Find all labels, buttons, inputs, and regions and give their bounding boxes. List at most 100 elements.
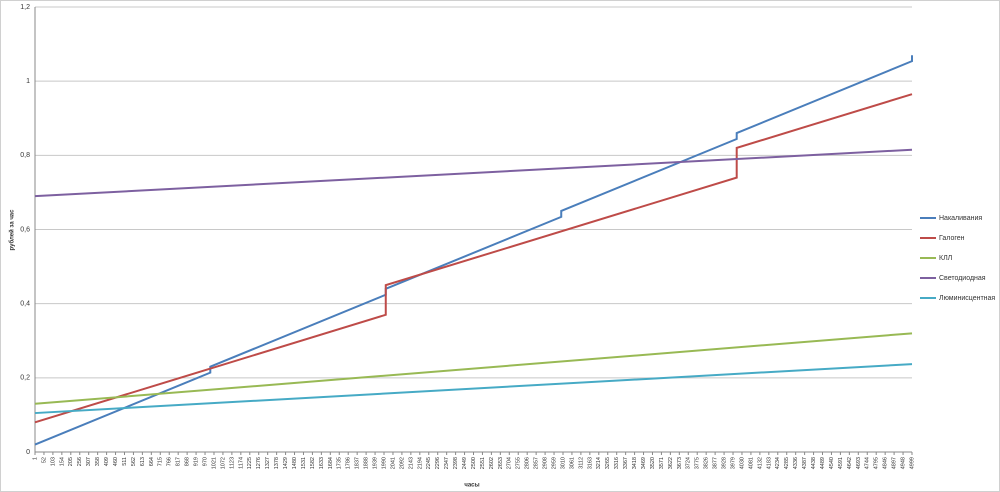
x-tick-label: 1786 xyxy=(346,457,352,469)
x-tick-label: 613 xyxy=(140,457,146,466)
x-tick-label: 3724 xyxy=(686,457,692,469)
x-tick-label: 1378 xyxy=(274,457,280,469)
y-tick-label: 0,2 xyxy=(20,375,30,382)
x-tick-label: 2500 xyxy=(471,457,477,469)
x-tick-label: 4489 xyxy=(820,457,826,469)
x-tick-label: 1123 xyxy=(229,457,235,469)
series-line xyxy=(34,363,913,415)
x-tick-label: 4183 xyxy=(766,457,772,469)
x-tick-label: 1174 xyxy=(238,457,244,469)
x-tick-label: 2755 xyxy=(516,457,522,469)
legend-label: Накаливания xyxy=(939,215,982,222)
x-tick-label: 4642 xyxy=(847,457,853,469)
y-axis-label: рублей за час xyxy=(9,209,16,251)
x-tick-label: 562 xyxy=(131,457,137,466)
x-tick-label: 1582 xyxy=(310,457,316,469)
x-tick-label: 4693 xyxy=(856,457,862,469)
legend-label: Светодиодная xyxy=(939,275,986,282)
x-tick-label: 1327 xyxy=(265,457,271,469)
x-tick-label: 4948 xyxy=(901,457,907,469)
x-tick-label: 2806 xyxy=(525,457,531,469)
x-tick-label: 4234 xyxy=(775,457,781,469)
legend-label: Люминисцентная xyxy=(939,295,995,302)
y-tick-label: 1,2 xyxy=(20,4,30,11)
x-tick-label: 3214 xyxy=(596,457,602,469)
x-tick-label: 4030 xyxy=(739,457,745,469)
x-tick-label: 409 xyxy=(104,457,110,466)
y-tick-label: 0 xyxy=(26,449,30,456)
x-tick-label: 3877 xyxy=(713,457,719,469)
x-tick-label: 256 xyxy=(77,457,83,466)
x-tick-label: 4285 xyxy=(784,457,790,469)
x-tick-label: 1684 xyxy=(328,457,334,469)
x-tick-label: 358 xyxy=(95,457,101,466)
x-tick-label: 4795 xyxy=(874,457,880,469)
x-tick-label: 2908 xyxy=(543,457,549,469)
legend-label: Галоген xyxy=(939,235,965,242)
x-tick-label: 52 xyxy=(41,457,47,463)
x-tick-label: 3418 xyxy=(632,457,638,469)
x-tick-label: 1021 xyxy=(211,457,217,469)
x-tick-label: 205 xyxy=(68,457,74,466)
x-tick-label: 970 xyxy=(202,457,208,466)
x-tick-label: 1276 xyxy=(256,457,262,469)
x-tick-label: 1225 xyxy=(247,457,253,469)
x-tick-label: 1939 xyxy=(373,457,379,469)
y-tick-label: 1 xyxy=(26,78,30,85)
x-tick-label: 4846 xyxy=(883,457,889,469)
x-tick-label: 3928 xyxy=(722,457,728,469)
x-tick-label: 2857 xyxy=(534,457,540,469)
x-tick-label: 2449 xyxy=(462,457,468,469)
x-tick-label: 1633 xyxy=(319,457,325,469)
x-tick-label: 2602 xyxy=(489,457,495,469)
x-tick-label: 3112 xyxy=(578,457,584,469)
x-tick-label: 2347 xyxy=(444,457,450,469)
x-tick-label: 1735 xyxy=(337,457,343,469)
x-tick-label: 4591 xyxy=(838,457,844,469)
x-tick-label: 3265 xyxy=(605,457,611,469)
series-line xyxy=(34,148,913,198)
x-tick-label: 3469 xyxy=(641,457,647,469)
x-tick-label: 154 xyxy=(59,457,65,466)
x-tick-label: 3622 xyxy=(668,457,674,469)
x-tick-label: 103 xyxy=(50,457,56,466)
x-tick-label: 715 xyxy=(158,457,164,466)
x-tick-label: 511 xyxy=(122,457,128,466)
x-tick-label: 3673 xyxy=(677,457,683,469)
y-tick-label: 0,6 xyxy=(20,226,30,233)
series-line xyxy=(34,93,913,424)
x-tick-label: 664 xyxy=(149,457,155,466)
x-tick-label: 2653 xyxy=(498,457,504,469)
x-tick-label: 2194 xyxy=(417,457,423,469)
x-tick-label: 4081 xyxy=(748,457,754,469)
x-tick-label: 2245 xyxy=(426,457,432,469)
x-tick-label: 4897 xyxy=(892,457,898,469)
x-tick-label: 919 xyxy=(194,457,200,466)
x-tick-label: 3316 xyxy=(614,457,620,469)
x-tick-label: 3367 xyxy=(623,457,629,469)
x-tick-label: 307 xyxy=(86,457,92,466)
x-tick-label: 2551 xyxy=(480,457,486,469)
x-tick-label: 3061 xyxy=(569,457,575,469)
x-tick-label: 1837 xyxy=(355,457,361,469)
x-tick-label: 4336 xyxy=(793,457,799,469)
x-tick-label: 3826 xyxy=(704,457,710,469)
x-tick-label: 1990 xyxy=(381,457,387,469)
x-tick-label: 460 xyxy=(113,457,119,466)
y-tick-label: 0,4 xyxy=(20,301,30,308)
x-tick-label: 766 xyxy=(167,457,173,466)
x-tick-label: 4132 xyxy=(757,457,763,469)
x-tick-label: 3571 xyxy=(659,457,665,469)
x-tick-label: 1429 xyxy=(283,457,289,469)
y-tick-label: 0,8 xyxy=(20,152,30,159)
x-tick-label: 2959 xyxy=(551,457,557,469)
series-line xyxy=(34,332,913,405)
x-tick-label: 4744 xyxy=(865,457,871,469)
x-tick-label: 3163 xyxy=(587,457,593,469)
x-tick-label: 4999 xyxy=(909,457,915,469)
x-tick-label: 1531 xyxy=(301,457,307,469)
x-tick-label: 3520 xyxy=(650,457,656,469)
x-axis-label: часы xyxy=(464,483,479,489)
